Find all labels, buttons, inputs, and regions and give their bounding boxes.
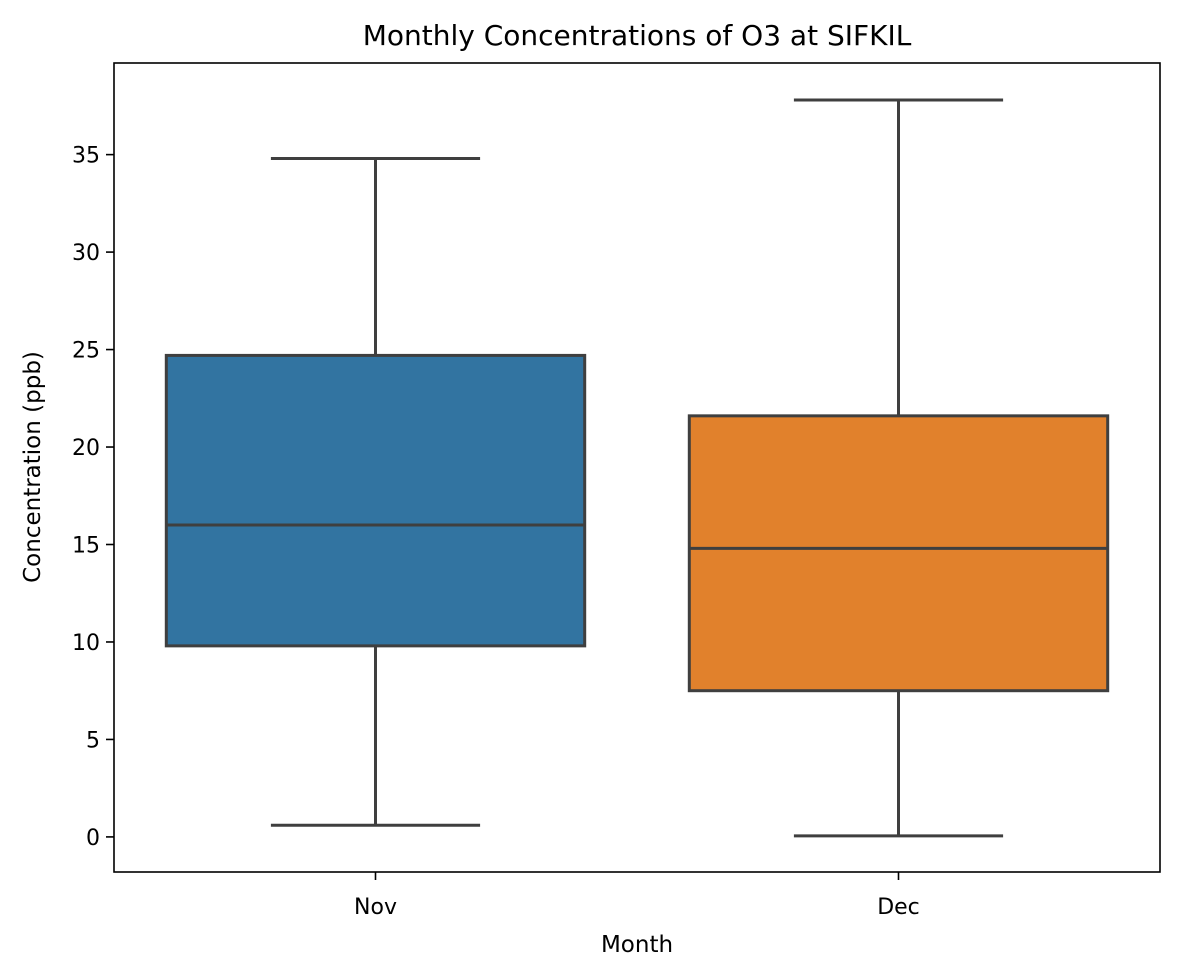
iqr-box: [687, 414, 1110, 693]
y-tick-label: 25: [72, 339, 100, 364]
y-tick-label: 35: [72, 144, 100, 169]
y-tick-label: 10: [72, 631, 100, 656]
box-dec: [687, 98, 1110, 838]
y-tick-label: 30: [72, 241, 100, 266]
y-tick-label: 0: [86, 826, 100, 851]
x-tick-label: Dec: [877, 895, 920, 920]
iqr-box: [164, 353, 587, 648]
box-nov: [164, 157, 587, 827]
y-axis-label: Concentration (ppb): [20, 351, 46, 583]
x-tick-label: Nov: [354, 895, 397, 920]
y-axis: 0 5 10 15 20 25 30 35: [72, 144, 114, 851]
plot-frame: [113, 62, 1161, 873]
x-axis: Nov Dec: [354, 872, 920, 920]
chart-title: Monthly Concentrations of O3 at SIFKIL: [363, 19, 912, 52]
y-tick-label: 5: [86, 728, 100, 753]
x-axis-label: Month: [601, 932, 673, 958]
y-tick-label: 20: [72, 436, 100, 461]
plot-area: [164, 98, 1110, 838]
y-tick-label: 15: [72, 534, 100, 559]
